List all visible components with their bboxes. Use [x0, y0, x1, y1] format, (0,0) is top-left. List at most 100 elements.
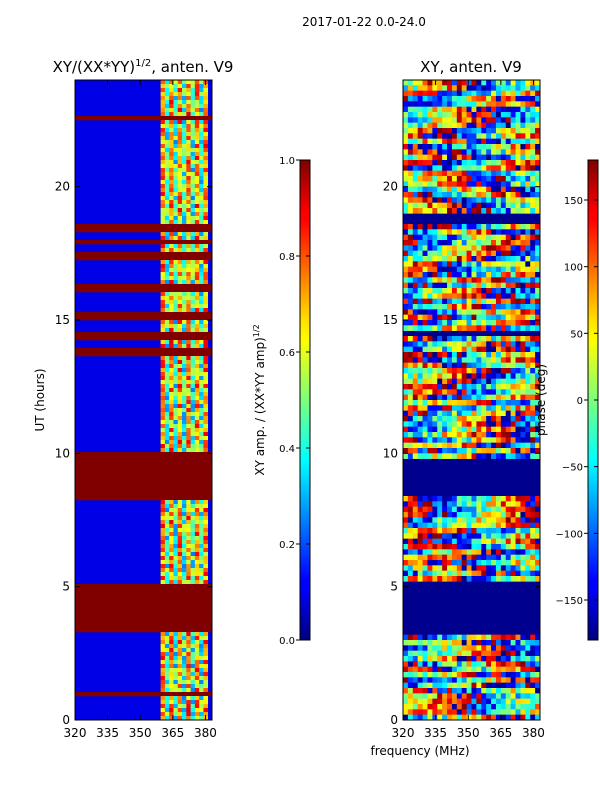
heatmap-cell [407, 544, 414, 550]
heatmap-cell [510, 112, 516, 118]
heatmap-cell [500, 208, 507, 214]
heatmap-cell [173, 704, 179, 709]
heatmap-cell [164, 644, 170, 649]
heatmap-cell [182, 572, 187, 577]
heatmap-cell [177, 640, 183, 645]
heatmap-cell [447, 682, 453, 689]
heatmap-cell [525, 512, 531, 518]
heatmap-cell [481, 368, 487, 374]
heatmap-cell [447, 128, 453, 134]
heatmap-cell [466, 661, 472, 667]
heatmap-cell [186, 248, 191, 253]
heatmap-cell [160, 300, 166, 305]
heatmap-cell [535, 656, 541, 662]
heatmap-cell [169, 140, 174, 145]
heatmap-cell [422, 650, 428, 657]
heatmap-cell [510, 346, 516, 353]
heatmap-cell [194, 156, 200, 161]
heatmap-cell [169, 512, 174, 517]
heatmap-cell [169, 440, 174, 445]
heatmap-cell [471, 517, 477, 523]
heatmap-row-flagged [75, 476, 212, 481]
heatmap-cell [427, 80, 433, 86]
heatmap-cell [451, 272, 458, 278]
heatmap-cell [417, 560, 423, 566]
heatmap-cell [173, 340, 179, 345]
heatmap-cell [203, 120, 209, 125]
heatmap-cell [407, 250, 414, 257]
heatmap-row-flagged [75, 312, 212, 317]
heatmap-cell [422, 96, 428, 102]
heatmap-cell [177, 556, 183, 561]
heatmap-cell [476, 314, 482, 321]
heatmap-cell [466, 117, 472, 123]
heatmap-cell [169, 680, 174, 685]
heatmap-cell [466, 288, 472, 294]
heatmap-cell [476, 325, 482, 331]
heatmap-cell [437, 400, 443, 406]
heatmap-cell [486, 512, 492, 518]
heatmap-cell [520, 128, 526, 134]
heatmap-cell [160, 436, 166, 441]
heatmap-cell [520, 506, 526, 513]
heatmap-cell [186, 96, 191, 101]
heatmap-cell [412, 261, 418, 267]
heatmap-cell [505, 576, 511, 582]
heatmap-cell [456, 96, 463, 102]
heatmap-cell [203, 108, 209, 113]
heatmap-cell [427, 453, 433, 459]
heatmap-cell [491, 661, 497, 667]
heatmap-cell [160, 656, 166, 661]
heatmap-cell [432, 224, 438, 230]
heatmap-cell [169, 632, 174, 637]
heatmap-cell [194, 564, 200, 569]
heatmap-cell [451, 688, 458, 694]
heatmap-cell [412, 384, 418, 390]
heatmap-cell [500, 634, 507, 641]
heatmap-cell [510, 341, 516, 347]
heatmap-cell [199, 540, 204, 545]
heatmap-cell [407, 565, 414, 571]
heatmap-cell [447, 224, 453, 230]
heatmap-cell [491, 138, 497, 145]
heatmap-cell [194, 568, 200, 573]
heatmap-cell [486, 229, 492, 235]
heatmap-cell [422, 357, 428, 363]
heatmap-cell [194, 160, 200, 165]
heatmap-cell [422, 533, 428, 539]
heatmap-cell [422, 336, 428, 342]
heatmap-cell [412, 533, 418, 539]
heatmap-cell [203, 236, 209, 241]
heatmap-cell [194, 176, 200, 181]
heatmap-cell [173, 368, 179, 373]
heatmap-cell [505, 645, 511, 651]
heatmap-cell [432, 282, 438, 289]
heatmap-cell [164, 400, 170, 405]
heatmap-cell [182, 184, 187, 189]
heatmap-cell [412, 501, 418, 507]
heatmap-cell [190, 236, 196, 241]
heatmap-cell [432, 554, 438, 561]
heatmap-cell [466, 277, 472, 283]
heatmap-cell [160, 324, 166, 329]
heatmap-cell [427, 245, 433, 251]
heatmap-cell [437, 576, 443, 582]
heatmap-cell [471, 666, 477, 673]
heatmap-cell [486, 357, 492, 363]
heatmap-cell [495, 400, 502, 406]
heatmap-cell [476, 138, 482, 145]
heatmap-cell [461, 224, 467, 230]
heatmap-cell [466, 234, 472, 241]
heatmap-cell [510, 544, 516, 550]
heatmap-cell [422, 234, 428, 241]
heatmap-cell [515, 544, 521, 550]
heatmap-cell [456, 122, 463, 129]
heatmap-cell [190, 700, 196, 705]
heatmap-cell [194, 440, 200, 445]
heatmap-cell [422, 570, 428, 577]
heatmap-cell [203, 520, 209, 525]
heatmap-cell [164, 84, 170, 89]
heatmap-cell [160, 708, 166, 713]
heatmap-cell [456, 85, 463, 91]
heatmap-cell [515, 101, 521, 107]
